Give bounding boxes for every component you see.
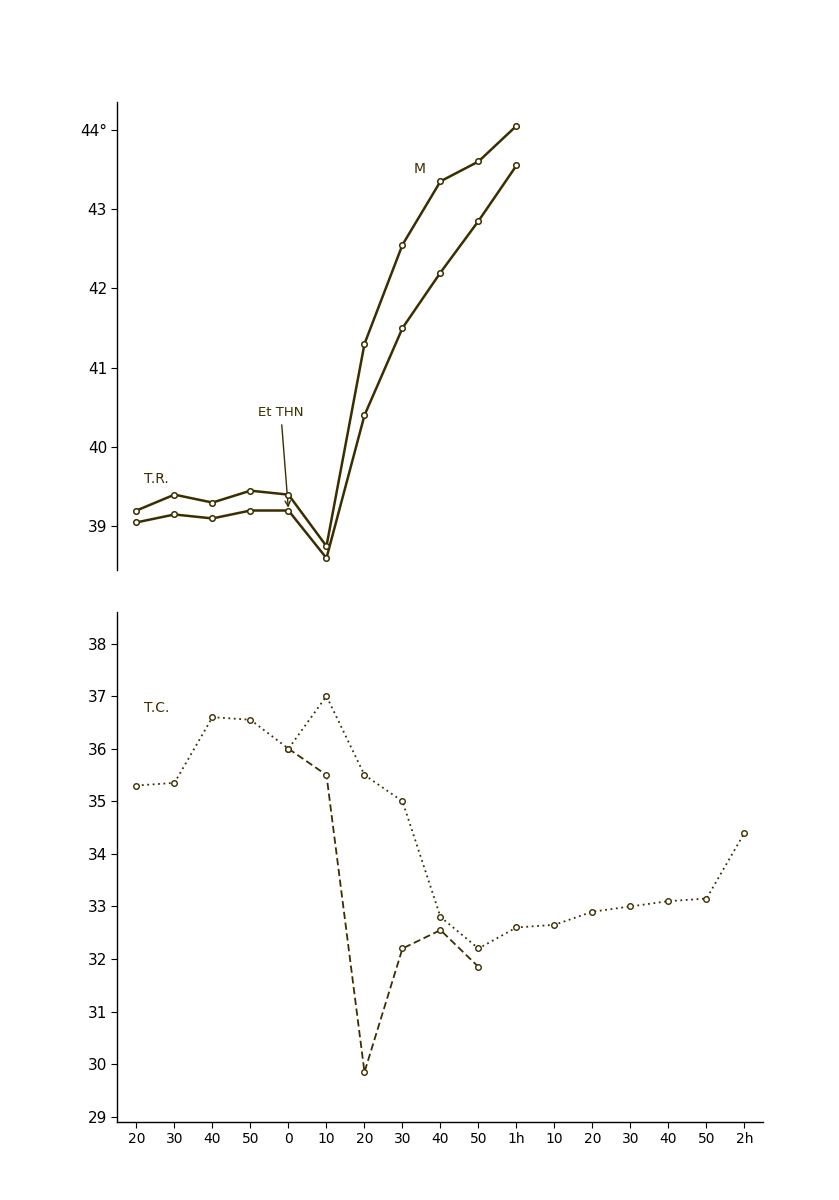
Text: M: M (414, 162, 426, 176)
Text: Et THN: Et THN (258, 407, 304, 506)
Text: T.R.: T.R. (144, 472, 169, 486)
Text: T.C.: T.C. (144, 701, 169, 715)
